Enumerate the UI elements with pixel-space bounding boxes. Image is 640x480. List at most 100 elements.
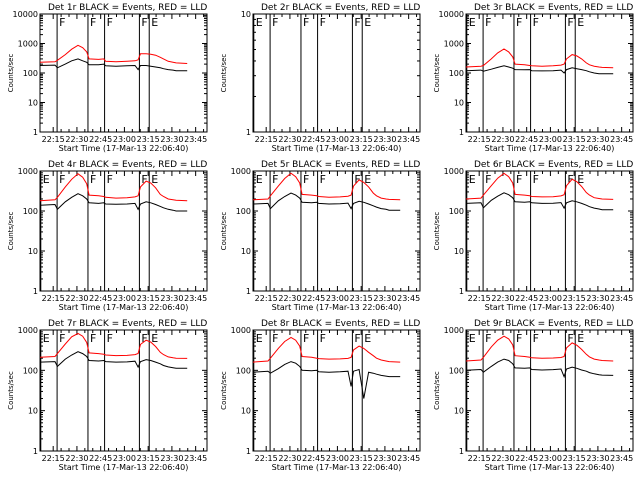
detector-panel: Det 8r BLACK = Events, RED = LLD 1 10 100 10…	[220, 319, 421, 472]
x-tick-label: 23:15	[350, 135, 373, 144]
y-axis-label: Counts/sec	[433, 212, 441, 251]
lld-series-line	[252, 336, 401, 363]
flag-label: F	[107, 173, 113, 186]
x-tick-label: 23:45	[610, 135, 633, 144]
detector-panel: Det 6r BLACK = Events, RED = LLD 1 10 100 10…	[433, 160, 634, 312]
flag-label: E	[364, 173, 371, 186]
flag-label: F	[533, 16, 539, 29]
flag-label: E	[43, 173, 50, 186]
x-tick-label: 22:45	[302, 294, 325, 303]
flag-label: E	[256, 16, 263, 29]
y-axis-label: Counts/sec	[220, 54, 228, 93]
x-tick-label: 22:30	[491, 294, 514, 303]
flag-label: E	[577, 173, 584, 186]
x-tick-label: 22:30	[278, 135, 301, 144]
y-tick-label: 1	[246, 287, 251, 296]
flag-label: F	[303, 16, 309, 29]
x-tick-label: 22:30	[278, 454, 301, 463]
flag-label: F	[533, 173, 539, 186]
plot-frame	[252, 329, 421, 452]
y-tick-label: 100	[449, 366, 464, 375]
x-tick-label: 23:30	[586, 135, 609, 144]
flag-label: E	[364, 332, 371, 345]
y-tick-label: 10	[241, 247, 251, 256]
x-tick-label: 23:00	[113, 135, 136, 144]
x-axis-label: Start Time (17-Mar-13 22:06:40)	[485, 463, 615, 472]
x-tick-label: 23:45	[184, 454, 207, 463]
flag-label: F	[320, 16, 326, 29]
flag-label: F	[567, 16, 573, 29]
flag-label: F	[354, 173, 360, 186]
events-series-line	[465, 65, 614, 75]
events-series-line	[39, 351, 188, 369]
y-tick-label: 1	[246, 447, 251, 456]
x-tick-label: 23:45	[610, 294, 633, 303]
flag-label: F	[59, 173, 65, 186]
x-tick-label: 22:45	[515, 294, 538, 303]
y-tick-label: 1	[459, 287, 464, 296]
x-tick-label: 22:15	[468, 294, 491, 303]
lld-series-line	[39, 332, 188, 359]
flag-label: F	[320, 332, 326, 345]
y-tick-label: 10	[28, 407, 38, 416]
x-axis-label: Start Time (17-Mar-13 22:06:40)	[59, 303, 189, 312]
flag-label: F	[516, 173, 522, 186]
flag-label: F	[485, 16, 491, 29]
flag-label: F	[272, 173, 278, 186]
plot-frame	[465, 13, 634, 133]
y-axis-label: Counts/sec	[220, 371, 228, 410]
flag-label: F	[303, 173, 309, 186]
panel-title: Det 6r BLACK = Events, RED = LLD	[474, 160, 633, 170]
x-tick-label: 22:30	[65, 294, 88, 303]
x-tick-label: 23:00	[539, 294, 562, 303]
x-tick-label: 23:30	[160, 135, 183, 144]
flag-label: E	[43, 332, 50, 345]
flag-label: E	[469, 332, 476, 345]
y-axis-label: Counts/sec	[7, 54, 15, 93]
flag-label: F	[485, 332, 491, 345]
y-axis-label: Counts/sec	[433, 54, 441, 93]
y-tick-label: 100	[23, 69, 38, 78]
x-tick-label: 22:45	[89, 454, 112, 463]
x-tick-label: 23:00	[326, 135, 349, 144]
panel-title: Det 4r BLACK = Events, RED = LLD	[48, 160, 207, 170]
lld-series-line	[465, 48, 614, 69]
y-tick-label: 10	[454, 407, 464, 416]
y-tick-label: 1000	[18, 326, 38, 335]
x-tick-label: 23:30	[586, 454, 609, 463]
y-tick-label: 1	[33, 447, 38, 456]
flag-label: E	[364, 16, 371, 29]
lld-series-line	[39, 173, 188, 202]
x-axis-label: Start Time (17-Mar-13 22:06:40)	[272, 303, 402, 312]
x-axis-label: Start Time (17-Mar-13 22:06:40)	[59, 144, 189, 153]
detector-panel: Det 9r BLACK = Events, RED = LLD 1 10 100 10…	[433, 319, 634, 472]
y-tick-label: 10000	[439, 10, 464, 19]
x-tick-label: 23:15	[137, 454, 160, 463]
x-tick-label: 23:15	[137, 135, 160, 144]
plot-frame	[252, 13, 421, 133]
y-tick-label: 100	[236, 207, 251, 216]
plot-frame	[39, 13, 208, 133]
y-tick-label: 10000	[13, 10, 38, 19]
y-tick-label: 100	[449, 207, 464, 216]
events-series-line	[465, 358, 614, 379]
plot-frame	[39, 329, 208, 452]
flag-label: F	[354, 332, 360, 345]
panel-title: Det 3r BLACK = Events, RED = LLD	[474, 3, 633, 13]
x-tick-label: 23:45	[397, 294, 420, 303]
x-tick-label: 23:15	[350, 294, 373, 303]
y-tick-label: 10	[28, 99, 38, 108]
x-tick-label: 22:30	[278, 294, 301, 303]
panel-title: Det 5r BLACK = Events, RED = LLD	[261, 160, 420, 170]
x-tick-label: 22:30	[65, 454, 88, 463]
flag-label: E	[151, 16, 158, 29]
panel-title: Det 7r BLACK = Events, RED = LLD	[48, 319, 207, 329]
flag-label: F	[516, 332, 522, 345]
x-tick-label: 22:15	[255, 454, 278, 463]
detector-panel: Det 4r BLACK = Events, RED = LLD 1 10 100 10…	[7, 160, 208, 312]
detector-panel: Det 2r BLACK = Events, RED = LLD 1 10 22:15…	[220, 3, 421, 153]
y-axis-label: Counts/sec	[433, 371, 441, 410]
y-tick-label: 10	[454, 99, 464, 108]
flag-label: F	[141, 16, 147, 29]
x-tick-label: 22:15	[468, 135, 491, 144]
